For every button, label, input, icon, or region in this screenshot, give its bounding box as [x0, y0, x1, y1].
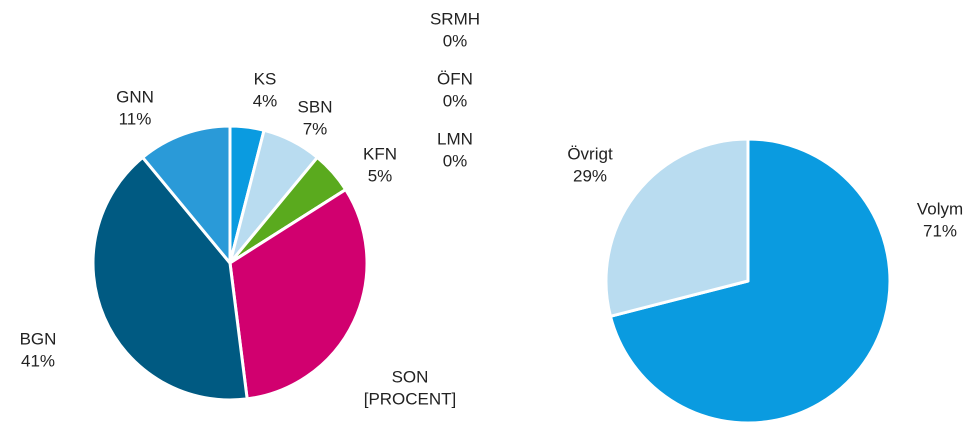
slice-value-label: 41%: [21, 351, 55, 370]
slice-label: KFN: [363, 144, 397, 163]
pie-slice: [604, 137, 750, 318]
pie-slice: [228, 188, 369, 401]
slice-value-label: [PROCENT]: [364, 389, 457, 408]
slice-value-label: 71%: [923, 221, 957, 240]
pie-slice: [141, 124, 232, 265]
slice-label: SRMH: [430, 9, 480, 28]
slice-label: Volym: [917, 199, 963, 218]
slice-label: KS: [254, 69, 277, 88]
slice-label: Övrigt: [567, 144, 613, 163]
slice-label: BGN: [20, 329, 57, 348]
slice-label: SBN: [298, 97, 333, 116]
pie-slice: [608, 137, 892, 425]
slice-label: GNN: [116, 87, 154, 106]
slice-value-label: 7%: [303, 119, 328, 138]
slice-value-label: 0%: [443, 31, 468, 50]
pie-slice: [91, 155, 249, 402]
slice-label: SON: [392, 367, 429, 386]
slice-label: LMN: [437, 129, 473, 148]
slice-value-label: 5%: [368, 166, 393, 185]
slice-label: ÖFN: [437, 69, 473, 88]
slice-value-label: 11%: [119, 109, 152, 128]
slice-value-label: 29%: [573, 166, 607, 185]
slice-value-label: 4%: [253, 91, 278, 110]
slice-value-label: 0%: [443, 151, 468, 170]
slice-value-label: 0%: [443, 91, 468, 110]
